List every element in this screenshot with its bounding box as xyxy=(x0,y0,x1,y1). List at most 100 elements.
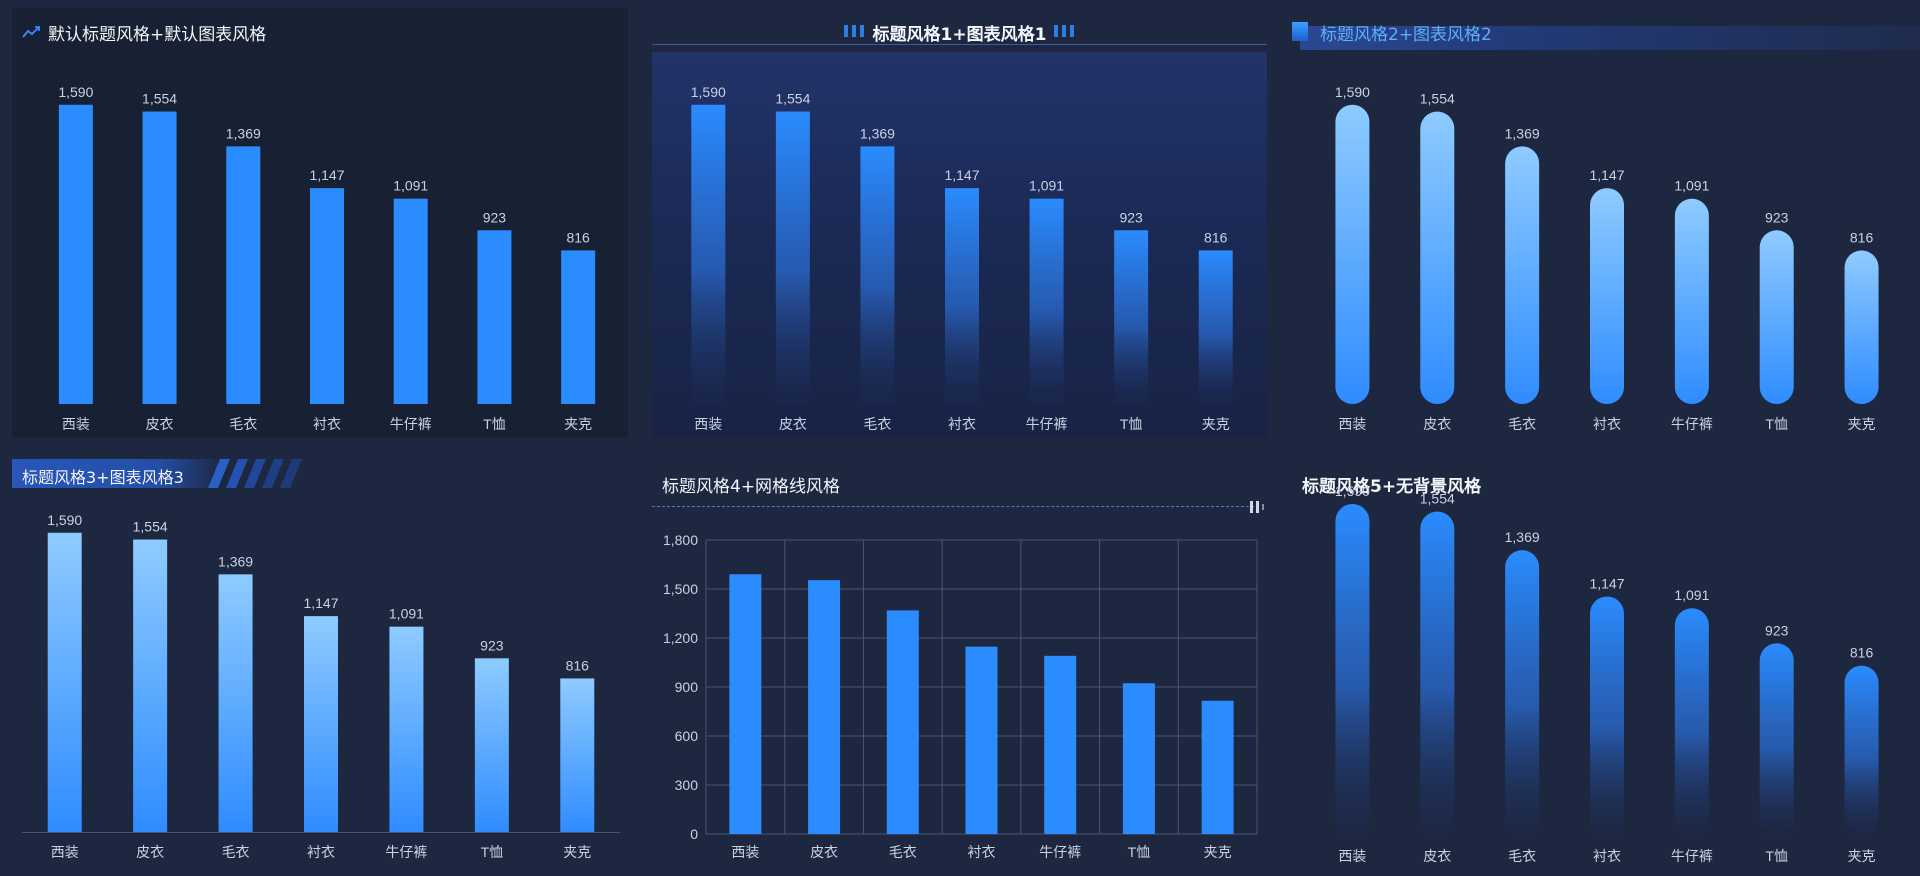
bar-chart: 1,590 西装 1,554 皮衣 1,369 毛衣 1,147 衬衣 1,091 牛仔裤 923 T… xyxy=(1335,84,1879,432)
bar-chart: 1,590 西装 1,554 皮衣 1,369 毛衣 1,147 衬衣 1,091 牛仔裤 923 T… xyxy=(691,84,1233,432)
x-tick-label: 西装 xyxy=(731,844,759,860)
data-label: 923 xyxy=(1765,622,1789,638)
x-tick-label: 牛仔裤 xyxy=(1039,844,1081,860)
data-label: 923 xyxy=(480,637,504,653)
data-label: 923 xyxy=(483,209,507,225)
data-label: 1,590 xyxy=(47,512,82,528)
data-label: 1,590 xyxy=(1335,483,1370,499)
bar-皮衣 xyxy=(775,111,810,404)
data-label: 1,554 xyxy=(1420,491,1455,507)
bar-西装 xyxy=(47,532,82,832)
x-tick-label: 毛衣 xyxy=(229,416,257,432)
bar-T恤 xyxy=(1759,643,1794,836)
data-label: 816 xyxy=(566,657,590,673)
bar-牛仔裤 xyxy=(1674,608,1709,836)
bar-chart: 1,590 西装 1,554 皮衣 1,369 毛衣 1,147 衬衣 1,091 牛仔裤 923 T… xyxy=(58,84,596,432)
bar-衬衣 xyxy=(304,616,338,832)
bar-夹克 xyxy=(1844,250,1879,404)
x-tick-label: 牛仔裤 xyxy=(1671,416,1713,432)
data-label: 1,091 xyxy=(1674,178,1709,194)
y-tick-label: 1,200 xyxy=(663,630,698,646)
bar-牛仔裤 xyxy=(389,626,424,832)
data-label: 1,590 xyxy=(1335,84,1370,100)
bar-皮衣 xyxy=(133,539,168,832)
data-label: 816 xyxy=(1204,229,1228,245)
data-label: 1,590 xyxy=(58,84,93,100)
data-label: 1,091 xyxy=(389,606,424,622)
x-tick-label: 西装 xyxy=(694,416,722,432)
bar-衬衣 xyxy=(945,188,979,404)
panel-title: 标题风格5+无背景风格 xyxy=(1302,477,1482,497)
bar-毛衣 xyxy=(1505,550,1540,836)
chart-panel-style1: 标题风格1+图表风格1 1,590 西装 1,554 皮衣 1,369 毛衣 1,147 衬衣… xyxy=(652,8,1267,438)
bar-西装 xyxy=(1335,104,1370,405)
data-label: 1,554 xyxy=(142,91,177,107)
x-tick-label: 夹克 xyxy=(1202,416,1230,432)
title-marker-icon xyxy=(1292,22,1308,41)
bar-夹克 xyxy=(560,678,595,832)
bar-夹克 xyxy=(1201,700,1234,834)
bar-毛衣 xyxy=(1505,146,1540,405)
x-tick-label: T恤 xyxy=(483,416,506,432)
chart-panel-style5: 标题风格5+无背景风格 1,590 西装 1,554 皮衣 1,369 毛衣 1,147 衬衣… xyxy=(1290,452,1920,876)
panel-title: 标题风格1+图表风格1 xyxy=(872,25,1047,45)
data-label: 1,369 xyxy=(1505,529,1540,545)
x-tick-label: 皮衣 xyxy=(810,844,838,860)
x-tick-label: T恤 xyxy=(1128,844,1151,860)
data-label: 1,554 xyxy=(775,91,810,107)
title-end-decoration xyxy=(1250,501,1264,513)
x-tick-label: 衬衣 xyxy=(1593,416,1621,432)
data-label: 816 xyxy=(1850,645,1874,661)
data-label: 1,590 xyxy=(691,84,726,100)
bar-衬衣 xyxy=(965,646,998,834)
bar-T恤 xyxy=(1759,230,1794,404)
x-tick-label: 夹克 xyxy=(1204,844,1232,860)
bar-皮衣 xyxy=(1420,111,1455,404)
chart-panel-default: 默认标题风格+默认图表风格 1,590 西装 1,554 皮衣 1,369 毛衣 1,147… xyxy=(12,8,628,438)
x-tick-label: 皮衣 xyxy=(136,844,164,860)
x-tick-label: 衬衣 xyxy=(313,416,341,432)
bar-牛仔裤 xyxy=(1044,655,1077,834)
x-tick-label: 西装 xyxy=(1338,848,1366,864)
y-tick-label: 0 xyxy=(690,826,698,842)
chart-panel-style2: 标题风格2+图表风格2 1,590 西装 1,554 皮衣 1,369 毛衣 1,147 衬衣… xyxy=(1290,8,1920,438)
data-label: 1,091 xyxy=(1674,587,1709,603)
y-tick-label: 600 xyxy=(675,728,699,744)
data-label: 1,091 xyxy=(393,178,428,194)
data-label: 1,554 xyxy=(1420,91,1455,107)
bar-衬衣 xyxy=(310,188,344,404)
y-tick-label: 300 xyxy=(675,777,699,793)
x-tick-label: 皮衣 xyxy=(779,416,807,432)
data-label: 1,091 xyxy=(1029,178,1064,194)
title-band xyxy=(12,459,222,488)
bar-chart: 1,590 西装 1,554 皮衣 1,369 毛衣 1,147 衬衣 1,091 牛仔裤 923 T… xyxy=(1335,483,1879,864)
bar-牛仔裤 xyxy=(393,198,428,404)
x-tick-label: 衬衣 xyxy=(307,844,335,860)
bar-西装 xyxy=(58,104,93,405)
x-tick-label: T恤 xyxy=(1120,416,1143,432)
data-label: 816 xyxy=(1850,229,1874,245)
bar-西装 xyxy=(1335,504,1370,836)
x-tick-label: 西装 xyxy=(62,416,90,432)
panel-title: 标题风格2+图表风格2 xyxy=(1320,25,1492,45)
x-tick-label: 西装 xyxy=(51,844,79,860)
data-label: 1,147 xyxy=(309,167,344,183)
x-tick-label: T恤 xyxy=(481,844,504,860)
panel-title: 标题风格3+图表风格3 xyxy=(22,468,184,487)
title-band xyxy=(1300,26,1920,50)
data-label: 1,369 xyxy=(1505,125,1540,141)
x-tick-label: 毛衣 xyxy=(1508,416,1536,432)
bar-皮衣 xyxy=(1420,511,1455,836)
bar-衬衣 xyxy=(1590,188,1624,404)
x-tick-label: 牛仔裤 xyxy=(385,844,427,860)
bar-毛衣 xyxy=(218,574,253,832)
bar-西装 xyxy=(729,574,762,834)
bar-夹克 xyxy=(561,250,596,404)
x-tick-label: 夹克 xyxy=(1848,848,1876,864)
bar-夹克 xyxy=(1844,665,1879,836)
data-label: 1,147 xyxy=(1589,576,1624,592)
bar-西装 xyxy=(691,104,726,405)
x-tick-label: 夹克 xyxy=(563,844,591,860)
x-tick-label: 皮衣 xyxy=(1423,416,1451,432)
data-label: 1,147 xyxy=(303,595,338,611)
